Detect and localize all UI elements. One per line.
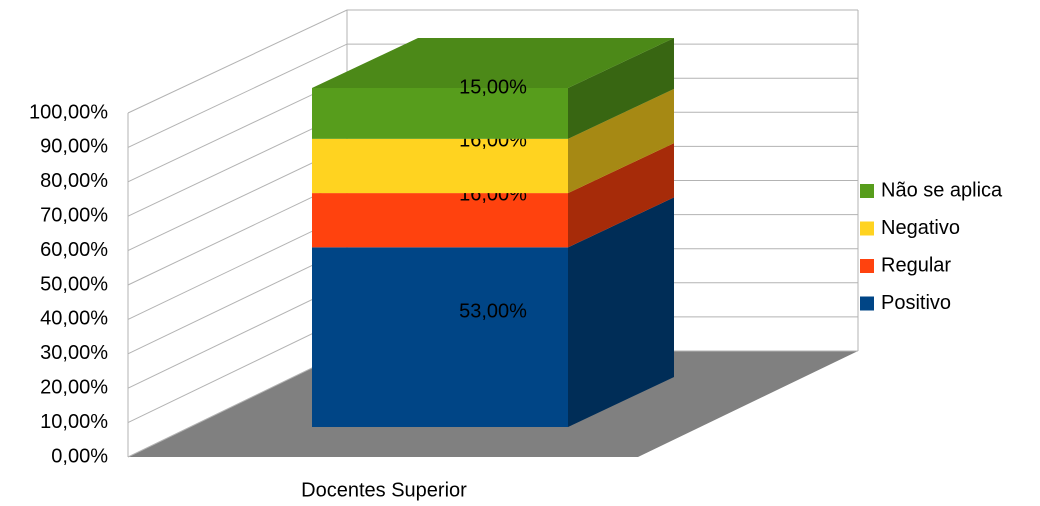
- value-label: 53,00%: [459, 300, 527, 322]
- y-tick-label: 80,00%: [40, 170, 108, 192]
- y-tick-label: 90,00%: [40, 136, 108, 158]
- bar-front: [312, 88, 568, 139]
- y-tick-label: 100,00%: [29, 101, 108, 123]
- bar-top-shade: [312, 38, 674, 88]
- bar-side-shade: [568, 197, 674, 427]
- bar-top: [312, 38, 674, 88]
- bar-side: [568, 88, 674, 194]
- y-tick-label: 10,00%: [40, 411, 108, 433]
- y-tick-label: 0,00%: [51, 445, 108, 467]
- y-tick-label: 20,00%: [40, 376, 108, 398]
- grid-line: [127, 9, 858, 114]
- value-label: 15,00%: [459, 77, 527, 99]
- bar-side: [568, 38, 674, 139]
- legend-label: Regular: [881, 254, 951, 276]
- legend-label: Não se aplica: [881, 179, 1003, 201]
- bar-front: [312, 193, 568, 248]
- legend-label: Negativo: [881, 217, 960, 239]
- grid-line: [127, 43, 858, 148]
- bar-front: [312, 247, 568, 427]
- bar-side: [568, 197, 674, 427]
- x-tick-label: Docentes Superior: [301, 479, 467, 501]
- legend-swatch: [860, 221, 874, 236]
- y-tick-label: 30,00%: [40, 342, 108, 364]
- bar-side: [568, 143, 674, 248]
- bar-side-shade: [568, 143, 674, 248]
- bar-side-shade: [568, 38, 674, 139]
- legend-swatch: [860, 184, 874, 198]
- legend-label: Positivo: [881, 292, 951, 314]
- y-tick-label: 70,00%: [40, 204, 108, 226]
- y-tick-label: 50,00%: [40, 273, 108, 295]
- bar-side-shade: [568, 88, 674, 194]
- legend-swatch: [860, 296, 874, 311]
- y-tick-label: 60,00%: [40, 239, 108, 261]
- bar-front: [312, 138, 568, 194]
- y-tick-label: 40,00%: [40, 308, 108, 330]
- legend-swatch: [860, 259, 874, 273]
